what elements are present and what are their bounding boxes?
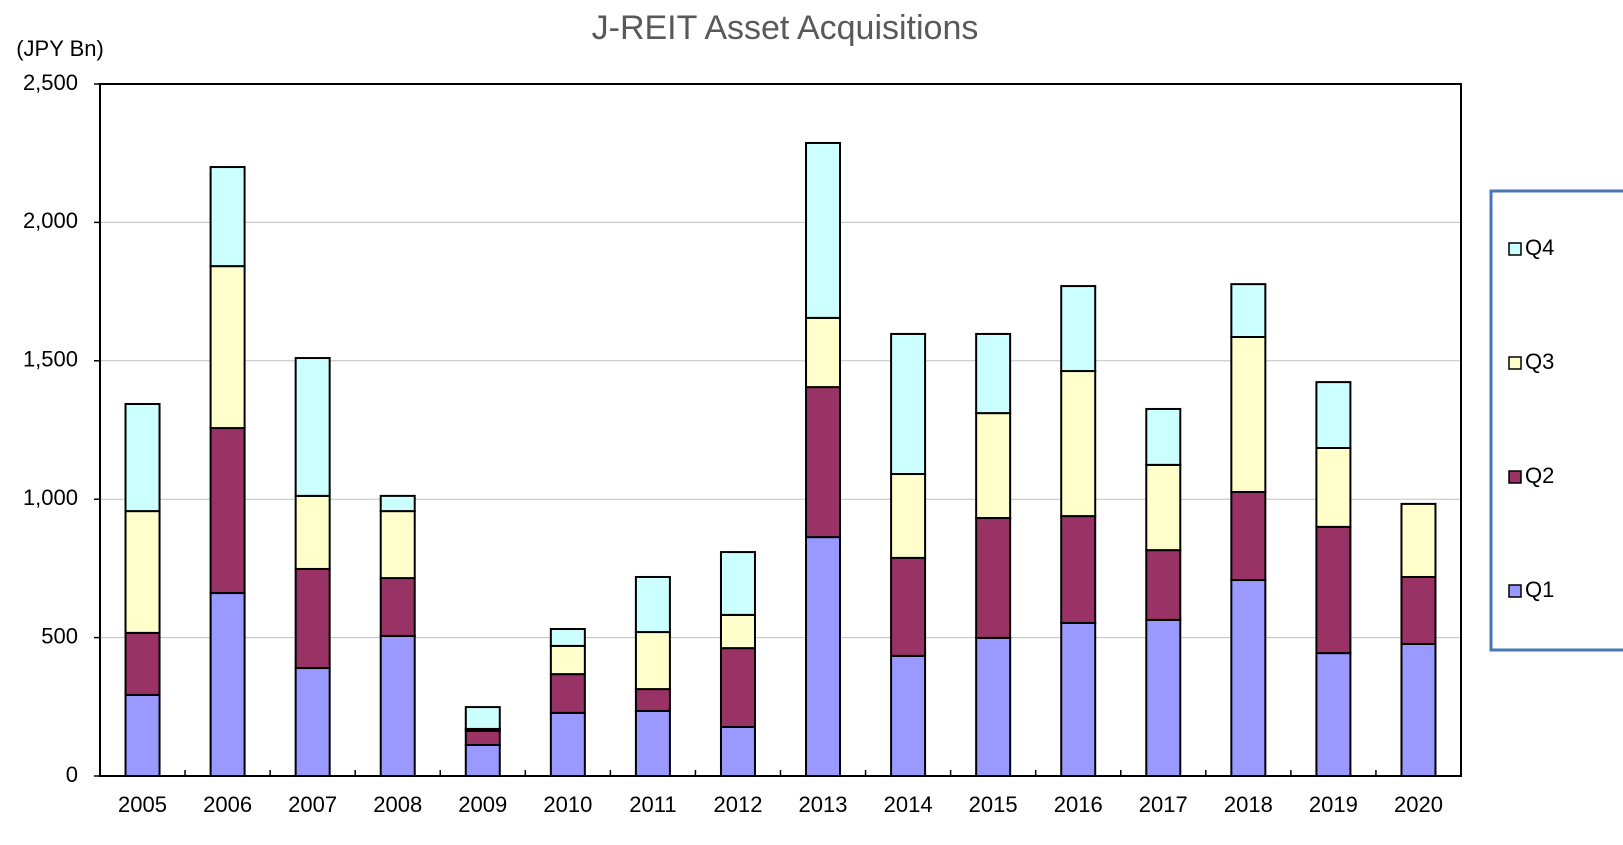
- y-tick-label: 2,000: [23, 208, 78, 233]
- bar-segment: [634, 575, 671, 634]
- bar-segment: [975, 412, 1012, 520]
- bar-segment: [805, 141, 842, 319]
- bar-segment: [634, 688, 671, 712]
- x-tick-label: 2009: [458, 792, 507, 817]
- bar-segment: [209, 592, 246, 778]
- bar-segment: [1400, 642, 1437, 777]
- bar-segment: [1145, 463, 1182, 552]
- legend-label: Q4: [1525, 235, 1554, 260]
- y-tick-label: 500: [41, 623, 78, 648]
- bar-segment: [890, 332, 927, 476]
- x-tick-label: 2005: [118, 792, 167, 817]
- bar-segment: [1060, 515, 1097, 624]
- bar-segment: [975, 517, 1012, 639]
- legend-label: Q1: [1525, 577, 1554, 602]
- bar-segment: [124, 402, 161, 513]
- bar-segment: [464, 729, 501, 746]
- bar-segment: [549, 644, 586, 676]
- bar-segment: [719, 726, 756, 778]
- bar-segment: [719, 613, 756, 650]
- bar-segment: [975, 636, 1012, 777]
- bar-segment: [549, 711, 586, 777]
- bar-segment: [805, 536, 842, 777]
- legend-swatch: [1508, 584, 1522, 598]
- bar-segment: [1315, 446, 1352, 528]
- x-tick-label: 2017: [1139, 792, 1188, 817]
- x-tick-label: 2020: [1394, 792, 1443, 817]
- bar-segment: [1060, 285, 1097, 373]
- bar-segment: [1230, 579, 1267, 777]
- bar-segment: [209, 427, 246, 595]
- y-axis-label: (JPY Bn): [16, 36, 104, 61]
- x-tick-label: 2011: [629, 792, 676, 817]
- legend-swatch: [1508, 470, 1522, 484]
- bar-segment: [1315, 381, 1352, 449]
- y-tick-label: 1,000: [23, 485, 78, 510]
- bar-segment: [1400, 575, 1437, 645]
- bar-segment: [1145, 618, 1182, 778]
- bar-segment: [1230, 491, 1267, 582]
- bar-segment: [124, 510, 161, 634]
- bar-segment: [890, 556, 927, 657]
- x-tick-label: 2010: [543, 792, 592, 817]
- x-tick-label: 2006: [203, 792, 252, 817]
- bar-segment: [1145, 549, 1182, 621]
- bar-segment: [890, 654, 927, 777]
- bar-segment: [294, 667, 331, 777]
- legend-box: [1489, 189, 1623, 652]
- bar-segment: [209, 265, 246, 430]
- x-tick-label: 2007: [288, 792, 337, 817]
- x-tick-label: 2014: [884, 792, 933, 817]
- legend-label: Q3: [1525, 349, 1554, 374]
- bar-segment: [379, 634, 416, 778]
- bar-segment: [1145, 407, 1182, 466]
- y-tick-label: 0: [66, 762, 78, 787]
- bar-segment: [1060, 370, 1097, 518]
- bar-segment: [1315, 525, 1352, 655]
- legend-label: Q2: [1525, 463, 1554, 488]
- bar-segment: [124, 693, 161, 777]
- bar-segment: [464, 706, 501, 730]
- bar-segment: [890, 473, 927, 559]
- x-tick-label: 2015: [969, 792, 1018, 817]
- bar-segment: [1400, 502, 1437, 578]
- bar-segment: [1060, 621, 1097, 778]
- x-tick-label: 2012: [713, 792, 762, 817]
- bar-segment: [379, 510, 416, 580]
- bar-segment: [634, 709, 671, 778]
- legend-swatch: [1508, 242, 1522, 256]
- bar-segment: [719, 647, 756, 729]
- bar-segment: [805, 316, 842, 389]
- bar-segment: [719, 551, 756, 616]
- bar-segment: [1315, 652, 1352, 778]
- chart-title: J-REIT Asset Acquisitions: [592, 9, 979, 47]
- bar-segment: [805, 386, 842, 539]
- legend-swatch: [1508, 356, 1522, 370]
- x-tick-label: 2013: [799, 792, 848, 817]
- bar-segment: [975, 332, 1012, 415]
- x-tick-label: 2019: [1309, 792, 1358, 817]
- bar-segment: [464, 743, 501, 778]
- bar-segment: [294, 357, 331, 497]
- x-tick-label: 2008: [373, 792, 422, 817]
- bar-segment: [549, 628, 586, 647]
- bar-segment: [549, 673, 586, 714]
- x-tick-label: 2018: [1224, 792, 1273, 817]
- bar-segment: [634, 631, 671, 691]
- x-tick-label: 2016: [1054, 792, 1103, 817]
- bar-segment: [209, 166, 246, 268]
- bar-segment: [294, 567, 331, 670]
- y-tick-label: 2,500: [23, 70, 78, 95]
- bar-segment: [1230, 283, 1267, 338]
- bar-segment: [1230, 335, 1267, 494]
- bar-segment: [294, 494, 331, 570]
- bar-segment: [379, 494, 416, 513]
- y-tick-label: 1,500: [23, 347, 78, 372]
- bar-segment: [124, 631, 161, 696]
- bar-segment: [379, 577, 416, 637]
